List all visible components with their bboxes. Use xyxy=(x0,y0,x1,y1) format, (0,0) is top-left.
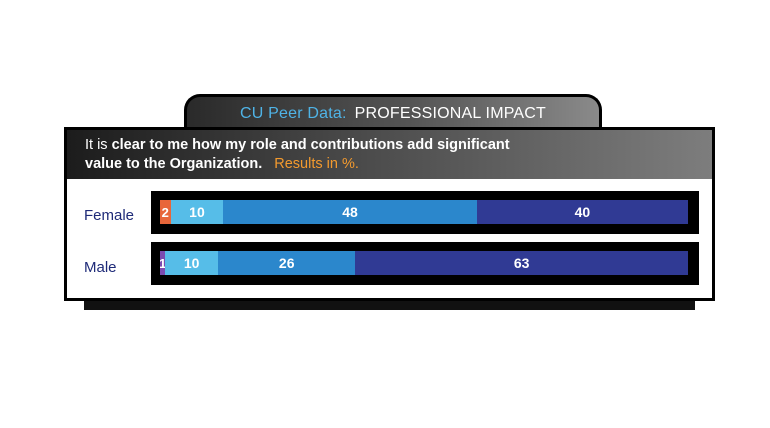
bar-segment-female-2: 48 xyxy=(223,200,477,224)
bar-frame-male: 1 10 26 63 xyxy=(151,242,699,285)
results-note: Results in %. xyxy=(274,156,359,172)
bar-segment-female-0: 2 xyxy=(160,200,171,224)
bar-frame-female: 2 10 48 40 xyxy=(151,191,699,234)
header-lead: CU Peer Data: xyxy=(239,104,347,122)
question-banner: It is clear to me how my role and contri… xyxy=(67,130,712,179)
bar-segment-male-0: 1 xyxy=(160,251,166,275)
category-label-male: Male xyxy=(84,259,117,276)
question-bold-line2: value to the Organization. xyxy=(85,156,263,172)
header-topic: PROFESSIONAL IMPACT xyxy=(354,104,547,122)
card-shadow xyxy=(84,298,695,310)
chart-card: It is clear to me how my role and contri… xyxy=(64,127,715,301)
bar-segment-female-1: 10 xyxy=(170,200,224,224)
bar-male: 1 10 26 63 xyxy=(160,251,688,275)
bar-segment-male-1: 10 xyxy=(165,251,219,275)
question-prefix: It is xyxy=(85,137,112,153)
bar-segment-male-3: 63 xyxy=(355,251,688,275)
question-bold-line1: clear to me how my role and contribution… xyxy=(111,137,510,153)
chart-header-tab: CU Peer Data: PROFESSIONAL IMPACT xyxy=(184,94,602,130)
bar-female: 2 10 48 40 xyxy=(160,200,688,224)
category-label-female: Female xyxy=(84,207,135,224)
bar-segment-male-2: 26 xyxy=(218,251,356,275)
bar-segment-female-3: 40 xyxy=(476,200,688,224)
